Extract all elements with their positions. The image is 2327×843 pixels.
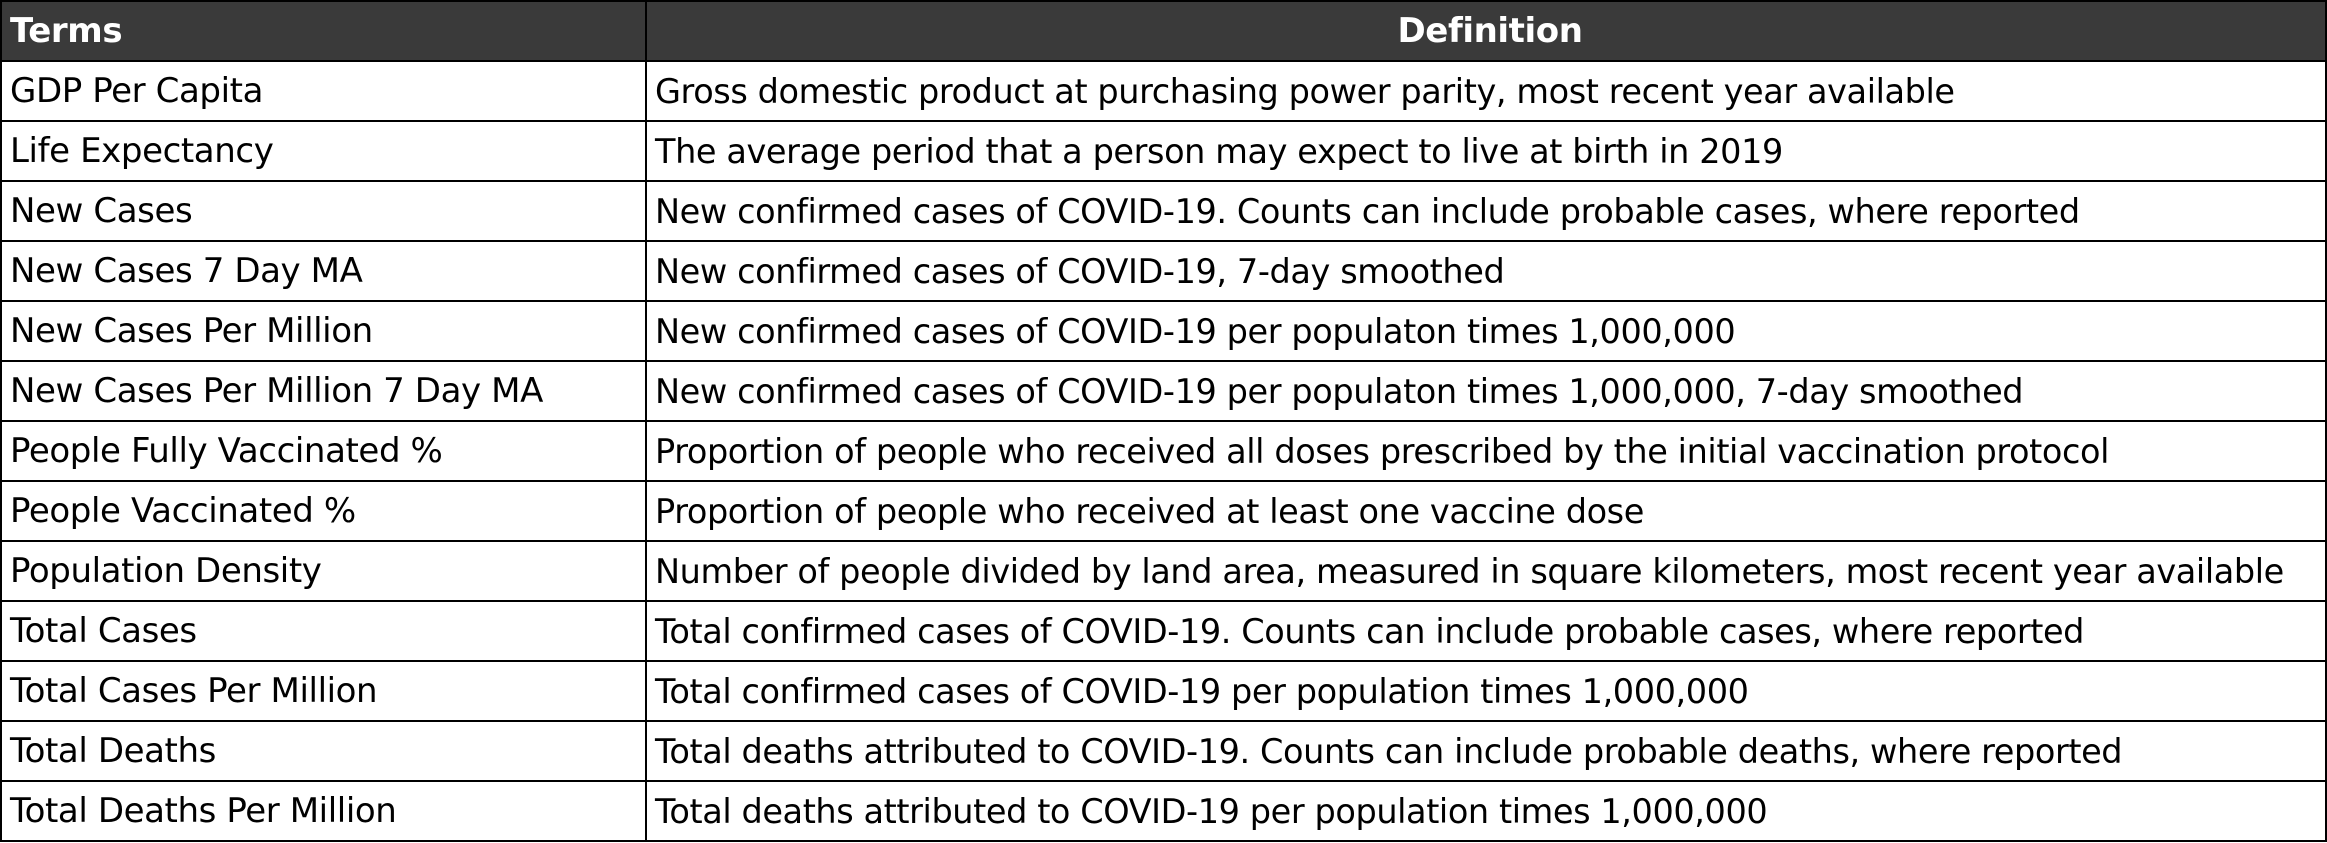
definition-cell: Total deaths attributed to COVID-19 per …: [645, 780, 2327, 842]
definition-cell: Proportion of people who received all do…: [645, 420, 2327, 482]
table-row: Total Deaths Total deaths attributed to C…: [0, 720, 2327, 782]
term-cell: New Cases 7 Day MA: [0, 240, 647, 302]
table-row: Total Cases Total confirmed cases of COVI…: [0, 600, 2327, 662]
definition-cell: Gross domestic product at purchasing pow…: [645, 60, 2327, 122]
definition-cell: Total confirmed cases of COVID-19 per po…: [645, 660, 2327, 722]
table-row: New Cases Per Million New confirmed cases…: [0, 300, 2327, 362]
definition-cell: The average period that a person may exp…: [645, 120, 2327, 182]
definition-cell: Number of people divided by land area, m…: [645, 540, 2327, 602]
table-row: Total Cases Per Million Total confirmed c…: [0, 660, 2327, 722]
term-cell: Total Deaths: [0, 720, 647, 782]
term-cell: New Cases Per Million: [0, 300, 647, 362]
table-row: Population Density Number of people divid…: [0, 540, 2327, 602]
term-cell: Total Cases Per Million: [0, 660, 647, 722]
table-row: People Fully Vaccinated % Proportion of p…: [0, 420, 2327, 482]
term-cell: New Cases: [0, 180, 647, 242]
term-cell: GDP Per Capita: [0, 60, 647, 122]
definition-cell: Total deaths attributed to COVID-19. Cou…: [645, 720, 2327, 782]
definition-cell: New confirmed cases of COVID-19. Counts …: [645, 180, 2327, 242]
table-header-row: Terms Definition: [0, 0, 2327, 62]
table-row: Total Deaths Per Million Total deaths att…: [0, 780, 2327, 842]
table-row: GDP Per Capita Gross domestic product at …: [0, 60, 2327, 122]
table-body: GDP Per Capita Gross domestic product at …: [0, 60, 2327, 842]
term-cell: Population Density: [0, 540, 647, 602]
term-cell: Total Deaths Per Million: [0, 780, 647, 842]
table-row: People Vaccinated % Proportion of people …: [0, 480, 2327, 542]
table-row: Life Expectancy The average period that a…: [0, 120, 2327, 182]
table-row: New Cases New confirmed cases of COVID-19…: [0, 180, 2327, 242]
definition-column-header: Definition: [645, 0, 2327, 62]
term-cell: People Vaccinated %: [0, 480, 647, 542]
term-cell: Life Expectancy: [0, 120, 647, 182]
definition-cell: New confirmed cases of COVID-19 per popu…: [645, 360, 2327, 422]
term-cell: New Cases Per Million 7 Day MA: [0, 360, 647, 422]
definition-cell: New confirmed cases of COVID-19, 7-day s…: [645, 240, 2327, 302]
term-cell: People Fully Vaccinated %: [0, 420, 647, 482]
table-row: New Cases Per Million 7 Day MA New confir…: [0, 360, 2327, 422]
term-cell: Total Cases: [0, 600, 647, 662]
definition-cell: Total confirmed cases of COVID-19. Count…: [645, 600, 2327, 662]
table-row: New Cases 7 Day MA New confirmed cases of…: [0, 240, 2327, 302]
definition-cell: New confirmed cases of COVID-19 per popu…: [645, 300, 2327, 362]
terms-column-header: Terms: [0, 0, 647, 62]
definition-cell: Proportion of people who received at lea…: [645, 480, 2327, 542]
